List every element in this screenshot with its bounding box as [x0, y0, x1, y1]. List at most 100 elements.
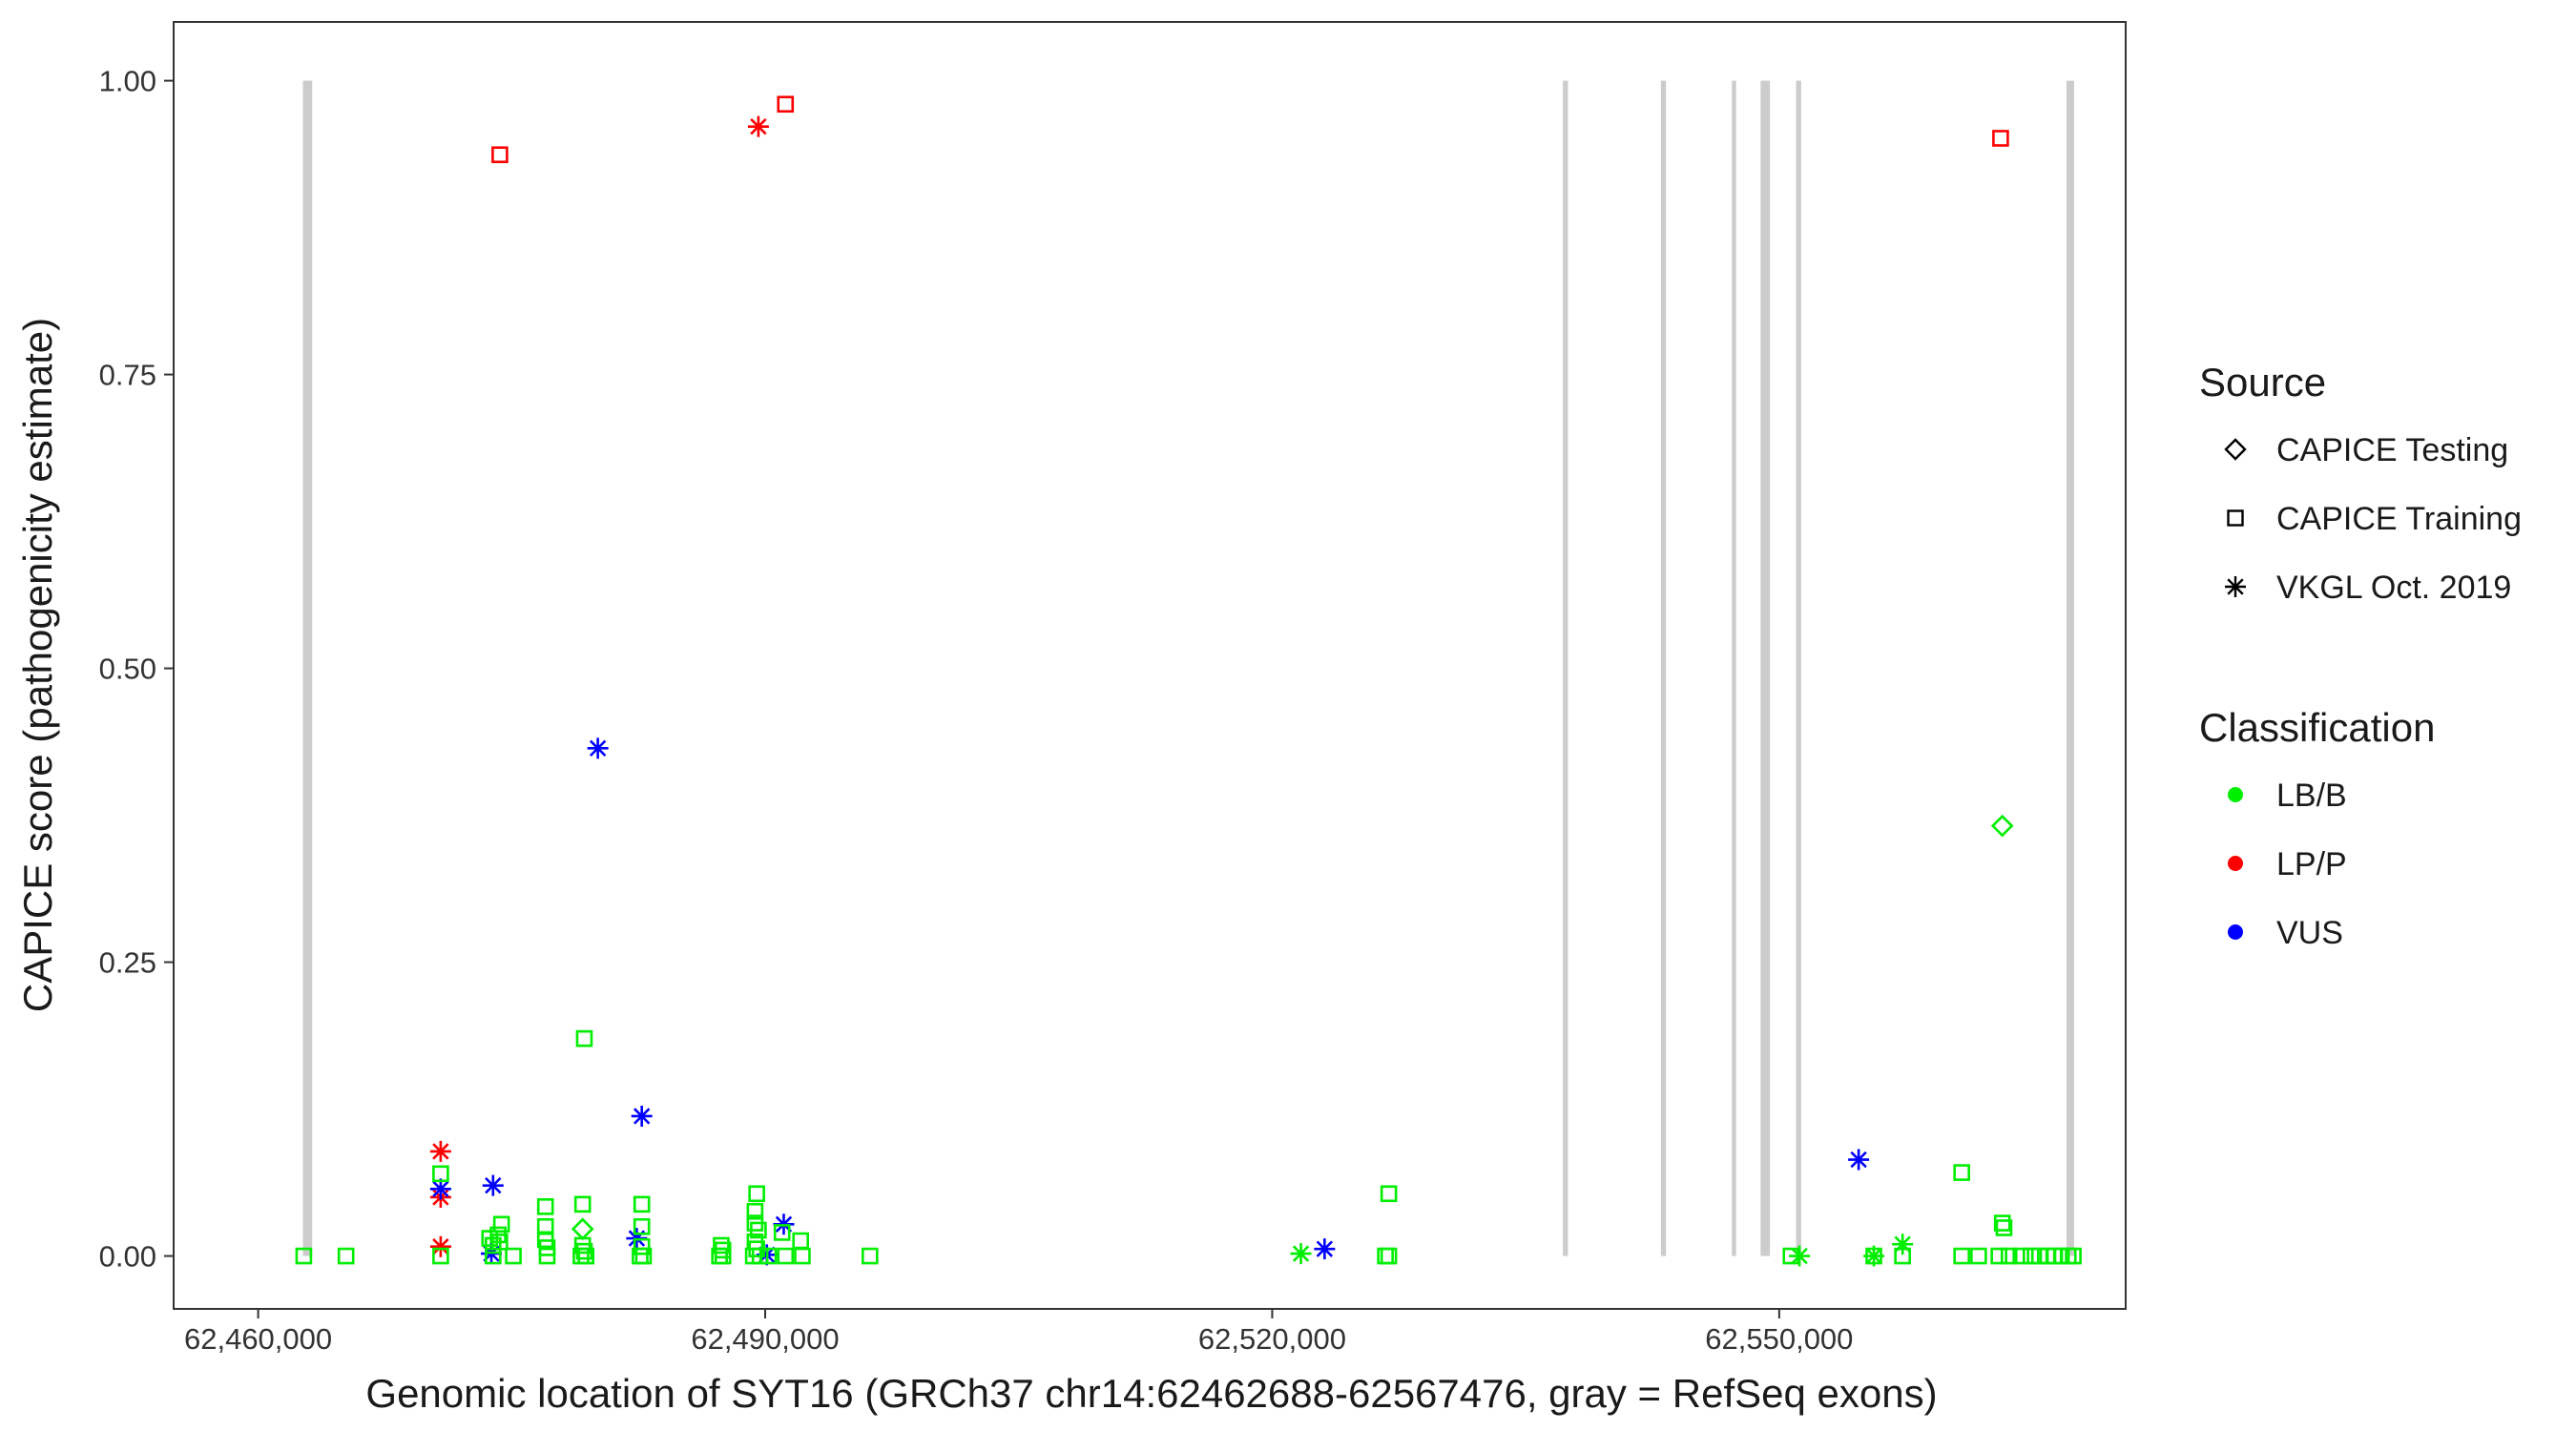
- legend-key-dot: [2228, 856, 2243, 871]
- data-point: [484, 1247, 502, 1265]
- data-point: [1953, 1247, 1970, 1265]
- data-point: [633, 1195, 651, 1213]
- data-point: [631, 1105, 653, 1127]
- data-point: [794, 1247, 811, 1265]
- legend-label: LP/P: [2276, 846, 2347, 882]
- x-tick-label: 62,460,000: [184, 1322, 332, 1356]
- data-point: [1314, 1238, 1336, 1260]
- data-point: [482, 1174, 504, 1196]
- data-point: [1995, 1219, 2013, 1236]
- data-point: [429, 1140, 451, 1162]
- data-point: [750, 1221, 767, 1239]
- legend-label: CAPICE Testing: [2276, 432, 2508, 468]
- data-point: [2030, 1247, 2048, 1265]
- legend-source-title: Source: [2199, 360, 2326, 404]
- data-point: [633, 1217, 651, 1235]
- y-tick-label: 0.25: [99, 946, 156, 980]
- legend-key-dot: [2228, 787, 2243, 802]
- legend-label: CAPICE Training: [2276, 501, 2522, 537]
- data-point: [337, 1247, 355, 1265]
- legend-label: LB/B: [2276, 778, 2347, 814]
- legend-label: VUS: [2276, 915, 2343, 951]
- data-point: [792, 1232, 810, 1250]
- exon-bar: [1563, 80, 1568, 1256]
- data-point: [571, 1217, 594, 1241]
- data-point: [862, 1247, 879, 1265]
- data-point: [1990, 814, 2014, 838]
- y-tick-label: 1.00: [99, 65, 156, 98]
- data-point: [1894, 1247, 1911, 1265]
- y-tick-label: 0.50: [99, 653, 156, 686]
- x-tick-label: 62,490,000: [691, 1322, 839, 1356]
- exon-layer: [302, 80, 2074, 1256]
- data-point: [1892, 1234, 1914, 1255]
- legend-label: VKGL Oct. 2019: [2276, 570, 2511, 606]
- data-point: [429, 1178, 451, 1200]
- legend-key-square: [2227, 509, 2244, 527]
- data-point: [1970, 1247, 1987, 1265]
- legend-classification-title: Classification: [2199, 705, 2435, 750]
- data-point: [746, 1202, 764, 1220]
- data-point: [1789, 1245, 1811, 1267]
- data-point: [1863, 1245, 1885, 1267]
- data-point: [777, 95, 795, 114]
- data-point: [492, 1215, 510, 1234]
- data-point: [748, 1185, 765, 1203]
- x-tick-label: 62,520,000: [1198, 1322, 1346, 1356]
- data-point: [536, 1198, 554, 1215]
- data-point: [575, 1029, 593, 1047]
- data-point: [1990, 1247, 2007, 1265]
- data-point: [714, 1247, 732, 1265]
- exon-bar: [302, 80, 313, 1256]
- data-point: [1380, 1247, 1398, 1265]
- plot-panel-border: [173, 21, 2127, 1310]
- exon-bar: [2067, 80, 2074, 1256]
- data-point: [1848, 1149, 1870, 1171]
- data-point: [505, 1247, 522, 1265]
- data-point: [573, 1195, 592, 1213]
- data-point: [747, 115, 769, 137]
- point-layer: [295, 95, 2082, 1267]
- data-point: [536, 1217, 554, 1235]
- y-axis: 0.00 0.25 0.50 0.75 1.00: [99, 65, 174, 1274]
- data-point: [432, 1165, 449, 1183]
- data-point: [484, 1236, 502, 1255]
- legend-key-asterisk: [2225, 576, 2246, 597]
- x-axis: 62,460,000 62,490,000 62,520,000 62,550,000: [184, 1309, 1853, 1356]
- data-point: [1865, 1247, 1882, 1265]
- data-point: [713, 1236, 730, 1255]
- data-point: [634, 1247, 653, 1265]
- data-point: [429, 1235, 451, 1257]
- exon-bar: [1660, 80, 1667, 1256]
- y-axis-title: CAPICE score (pathogenicity estimate): [15, 318, 60, 1012]
- data-point: [773, 1224, 791, 1241]
- data-point: [751, 1247, 769, 1265]
- legend-key-diamond: [2224, 438, 2247, 461]
- data-point: [633, 1237, 651, 1255]
- data-point: [295, 1247, 313, 1265]
- data-point: [491, 146, 509, 164]
- data-point: [573, 1236, 592, 1255]
- x-tick-label: 62,550,000: [1705, 1322, 1853, 1356]
- data-point: [577, 1247, 595, 1265]
- y-tick-label: 0.00: [99, 1240, 156, 1274]
- x-axis-title: Genomic location of SYT16 (GRCh37 chr14:…: [365, 1371, 1937, 1416]
- data-point: [2000, 1247, 2018, 1265]
- exon-bar: [1732, 80, 1736, 1256]
- data-point: [575, 1242, 593, 1260]
- data-point: [1782, 1247, 1800, 1265]
- data-point: [2023, 1247, 2040, 1265]
- data-point: [1290, 1243, 1312, 1265]
- data-point: [432, 1247, 449, 1265]
- data-point: [587, 737, 609, 759]
- data-point: [1380, 1185, 1398, 1203]
- data-point: [759, 1247, 778, 1265]
- data-point: [1992, 130, 2009, 147]
- data-point: [777, 1247, 795, 1265]
- legend-key-dot: [2228, 924, 2243, 940]
- data-point: [2012, 1247, 2029, 1265]
- exon-bar: [1760, 80, 1771, 1256]
- y-tick-label: 0.75: [99, 359, 156, 392]
- legend: Source Classification CAPICE Testing CAPI…: [2199, 360, 2522, 951]
